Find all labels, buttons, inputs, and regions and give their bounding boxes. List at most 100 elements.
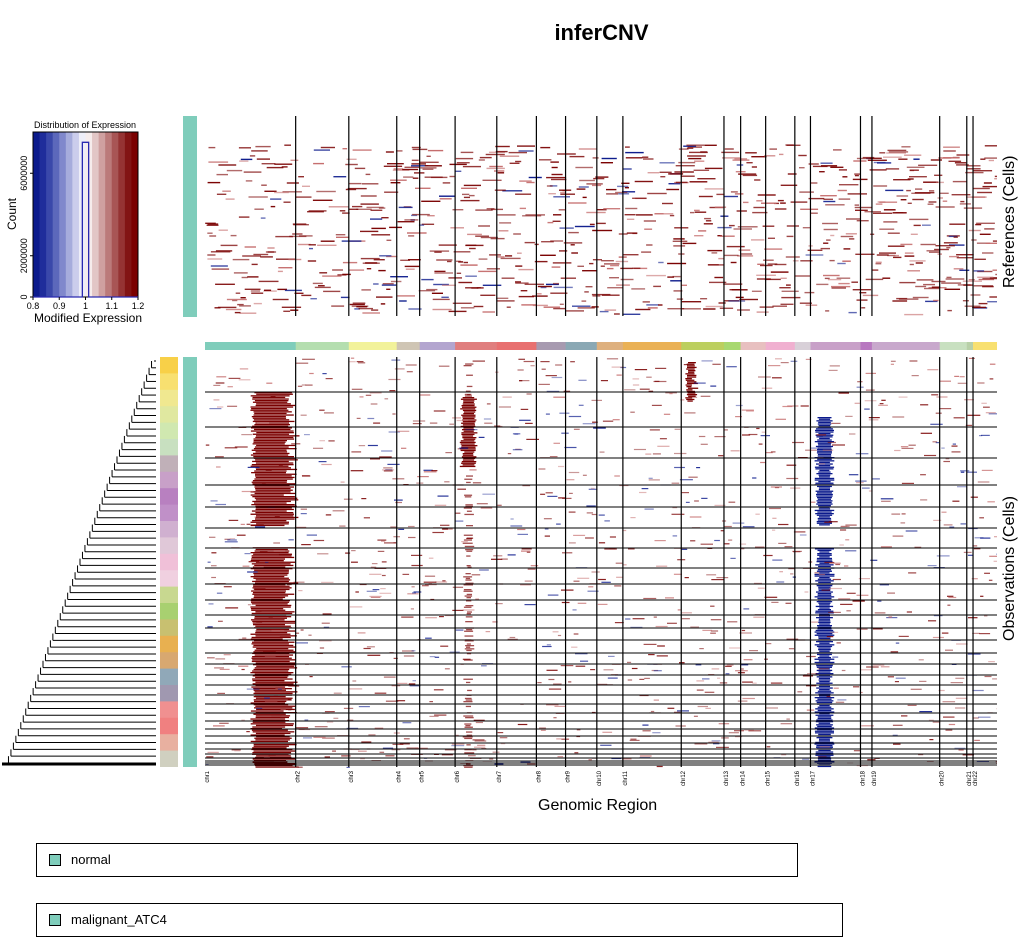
subcluster-segment [160,750,178,767]
subcluster-separators [205,391,997,766]
subcluster-segment [160,373,178,391]
chr-bar-chr11 [622,342,682,350]
subcluster-segment [160,488,178,506]
chr-bar-chr16 [794,342,811,350]
chr-tick-chr16: chr16 [795,770,801,786]
chr-bar-chr22 [973,342,997,350]
subcluster-segment [160,668,178,686]
subcluster-segment [160,586,178,604]
key-x-tick: 1 [83,301,88,311]
histogram-line [33,141,138,298]
subcluster-segment [160,635,178,653]
chr-bar-chr14 [740,342,767,350]
chr-tick-chr10: chr10 [597,770,603,786]
chromosome-boundaries [295,116,974,767]
subcluster-segment [160,422,178,440]
subcluster-segment [160,537,178,555]
chr-tick-chr18: chr18 [861,770,867,786]
chr-bar-chr4 [396,342,421,350]
chr-bar-chr10 [596,342,624,350]
chr-tick-chr11: chr11 [623,770,629,785]
key-y-tick: 0 [19,294,29,299]
color-key-x-ticks: 0.8 0.9 1 1.1 1.2 [27,297,145,311]
chr-bar-chr17 [810,342,861,350]
chr-tick-chr22: chr22 [973,770,979,786]
color-key-ylabel: Count [5,197,19,230]
chr-bar-chr8 [536,342,567,350]
chr-tick-chr12: chr12 [681,770,687,786]
subcluster-segment [160,471,178,489]
observations-label: Observations (Cells) [1001,496,1018,641]
subcluster-segment [160,389,178,407]
chr-tick-chr15: chr15 [766,770,772,786]
chr-bar-chr19 [871,342,941,350]
legend-label: malignant_ATC4 [71,912,167,927]
key-x-tick: 1.1 [105,301,118,311]
color-key: Distribution of Expression 0.8 0.9 1 1.1 1.2… [5,120,145,325]
chr-tick-chr1: chr1 [205,770,211,782]
observation-group-bar [183,357,197,767]
reference-group-bar [183,116,197,317]
reference-heatmap [205,144,997,316]
color-key-y-ticks: 0 2000000 6000000 [19,156,33,300]
subcluster-segment [160,439,178,456]
chr-tick-chr6: chr6 [455,770,461,782]
color-key-xlabel: Modified Expression [34,311,142,325]
chr-bar-chr5 [419,342,456,350]
key-y-tick: 2000000 [19,238,29,273]
chr-tick-chr3: chr3 [349,770,355,782]
subcluster-segment [160,717,178,735]
subcluster-segment [160,619,178,637]
chr-tick-chr13: chr13 [724,770,730,786]
chr-tick-chr14: chr14 [741,770,747,786]
chr-tick-chr2: chr2 [296,770,302,782]
subcluster-segment [160,553,178,571]
key-x-tick: 1.2 [132,301,145,311]
key-x-tick: 0.9 [53,301,66,311]
references-label: References (Cells) [1001,155,1018,288]
chr-bar-chr9 [565,342,598,350]
chr-tick-chr4: chr4 [397,770,403,782]
chr-bar-chr20 [939,342,968,350]
observation-heatmap [205,357,997,768]
subcluster-segment [160,406,178,424]
subcluster-color-bar [160,357,178,767]
legend-malignant: malignant_ATC4 [36,903,843,937]
legend-swatch [49,854,61,866]
subcluster-segment [160,570,178,588]
subcluster-segment [160,504,178,522]
chr-tick-chr7: chr7 [497,770,503,782]
color-key-gradient [33,132,139,297]
chr-tick-chr8: chr8 [536,770,542,782]
chr-bar-chr3 [348,342,398,350]
chr-bar-chr12 [681,342,725,350]
subcluster-segment [160,521,178,538]
legend-label: normal [71,852,111,867]
legend-normal: normal [36,843,798,877]
chr-tick-chr20: chr20 [940,770,946,786]
key-x-tick: 0.8 [27,301,40,311]
chr-bar-chr6 [455,342,498,350]
observation-dendrogram [2,360,156,766]
chr-bar-chr13 [724,342,742,350]
chr-tick-chr5: chr5 [420,770,426,782]
plot-title: inferCNV [554,20,649,45]
subcluster-segment [160,357,178,374]
chr-bar-chr15 [765,342,796,350]
subcluster-segment [160,455,178,473]
chr-bar-chr1 [205,342,297,350]
chr-tick-chr19: chr19 [872,770,878,786]
chr-bar-chr2 [295,342,350,350]
subcluster-segment [160,734,178,752]
subcluster-segment [160,701,178,719]
chr-tick-chr17: chr17 [811,770,817,786]
chr-tick-chr21: chr21 [967,770,973,786]
subcluster-segment [160,685,178,702]
key-y-tick: 6000000 [19,156,29,191]
legend-swatch [49,914,61,926]
subcluster-segment [160,603,178,620]
color-key-title: Distribution of Expression [34,120,136,130]
chr-bar-chr18 [860,342,873,350]
subcluster-segment [160,652,178,670]
chromosome-color-bar [205,342,997,350]
